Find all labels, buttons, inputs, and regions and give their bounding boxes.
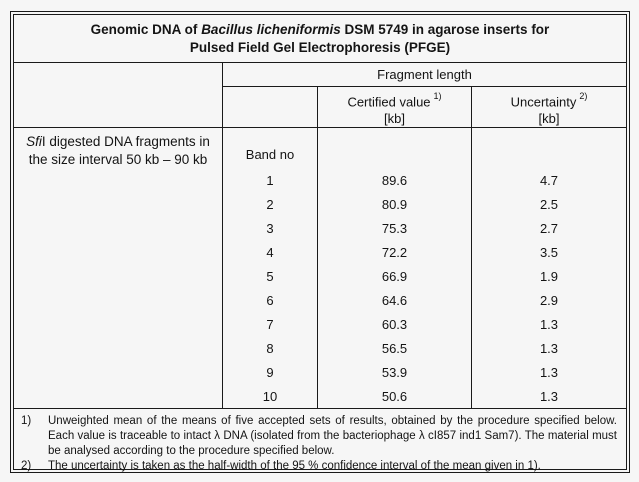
footnote-2-marker: 2) [21, 460, 32, 472]
uncertainty-cell: 4.7 [539, 172, 559, 188]
uncertainty-cell: 1.9 [539, 268, 559, 284]
uncertainty-cell: 1.3 [539, 340, 559, 356]
certified-value-label: Certified value 1) [347, 90, 442, 109]
footnote-1-text: Unweighted mean of the means of five acc… [48, 414, 617, 459]
table-body: SfiI digested DNA fragments in the size … [14, 128, 626, 409]
uncertainty-cell: 1.3 [539, 364, 559, 380]
uncertainty-cell: 1.3 [539, 388, 559, 404]
uncertainty-cell: 2.7 [539, 220, 559, 236]
footnotes-section: 1) Unweighted mean of the means of five … [14, 409, 626, 472]
band-cell: 8 [266, 340, 274, 356]
certified-value-header: Certified value 1) [kb] [318, 86, 472, 127]
uncertainty-column-spacer [472, 128, 626, 168]
footnote-line: Each value is traceable to intact λ DNA … [48, 430, 617, 442]
title-text-pre: Genomic DNA of [90, 22, 202, 37]
band-cell: 7 [266, 316, 274, 332]
uncertainty-cell: 2.9 [539, 292, 559, 308]
uncertainty-label: Uncertainty 2) [510, 90, 588, 109]
certified-cell: 60.3 [381, 316, 408, 332]
uncertainty-unit: [kb] [538, 111, 560, 126]
header-right-region: Fragment length Certified value 1) [kb] U… [223, 63, 626, 127]
side-label-line-2: the size interval 50 kb – 90 kb [28, 152, 208, 167]
table-title: Genomic DNA of Bacillus licheniformis DS… [14, 15, 626, 63]
band-cell: 4 [266, 244, 274, 260]
uncertainty-column: 4.7 2.5 2.7 3.5 1.9 2.9 1.3 1.3 1.3 1.3 [472, 128, 626, 408]
band-cell: 9 [266, 364, 274, 380]
certified-cell: 75.3 [381, 220, 408, 236]
footnote-1: 1) Unweighted mean of the means of five … [21, 414, 617, 459]
band-cell: 10 [262, 388, 278, 404]
band-cell: 1 [266, 172, 274, 188]
footnote-ref-2: 2) [579, 90, 588, 101]
certified-column-spacer [318, 128, 471, 168]
certified-cell: 80.9 [381, 196, 408, 212]
footnote-2: 2) The uncertainty is taken as the half-… [21, 459, 617, 474]
footnote-line: The uncertainty is taken as the half-wid… [48, 460, 541, 472]
uncertainty-cell: 3.5 [539, 244, 559, 260]
title-species-name: Bacillus licheniformis [201, 22, 341, 37]
band-no-column: Band no 1 2 3 4 5 6 7 8 9 10 [223, 128, 318, 408]
uncertainty-cell: 2.5 [539, 196, 559, 212]
certified-cell: 89.6 [381, 172, 408, 188]
title-line-1: Genomic DNA of Bacillus licheniformis DS… [14, 21, 626, 39]
enzyme-name-italic: Sfi [26, 134, 42, 149]
title-text-post: DSM 5749 in agarose inserts for [340, 22, 550, 37]
certified-value-column: 89.6 80.9 75.3 72.2 66.9 64.6 60.3 56.5 … [318, 128, 472, 408]
certified-cell: 56.5 [381, 340, 408, 356]
band-cell: 5 [266, 268, 274, 284]
certified-cell: 64.6 [381, 292, 408, 308]
certified-cell: 72.2 [381, 244, 408, 260]
band-cell: 3 [266, 220, 274, 236]
uncertainty-cell: 1.3 [539, 316, 559, 332]
uncertainty-header: Uncertainty 2) [kb] [472, 87, 626, 127]
footnote-line: Unweighted mean of the means of five acc… [48, 415, 617, 427]
certified-cell: 53.9 [381, 364, 408, 380]
sub-headers-row: Certified value 1) [kb] Uncertainty 2) [kb… [223, 86, 626, 127]
fragment-length-header: Fragment length [223, 63, 626, 87]
band-cell: 2 [266, 196, 274, 212]
band-no-header: Band no [245, 147, 295, 162]
certified-cell: 66.9 [381, 268, 408, 284]
band-cell: 6 [266, 292, 274, 308]
band-header-empty-cell [223, 86, 318, 127]
side-label-line-1: SfiI digested DNA fragments in [26, 134, 210, 149]
certified-data-table: Genomic DNA of Bacillus licheniformis DS… [10, 11, 630, 473]
title-line-2: Pulsed Field Gel Electrophoresis (PFGE) [189, 40, 451, 55]
header-left-empty-cell [14, 63, 223, 127]
header-band: Fragment length Certified value 1) [kb] U… [14, 63, 626, 128]
footnote-line: be analysed according to the procedure s… [48, 445, 335, 457]
footnote-2-text: The uncertainty is taken as the half-wid… [48, 459, 617, 474]
side-label: SfiI digested DNA fragments in the size … [14, 128, 223, 408]
footnote-1-marker: 1) [21, 415, 32, 427]
certified-value-unit: [kb] [384, 111, 405, 126]
footnote-ref-1: 1) [433, 90, 442, 101]
certified-cell: 50.6 [381, 388, 408, 404]
